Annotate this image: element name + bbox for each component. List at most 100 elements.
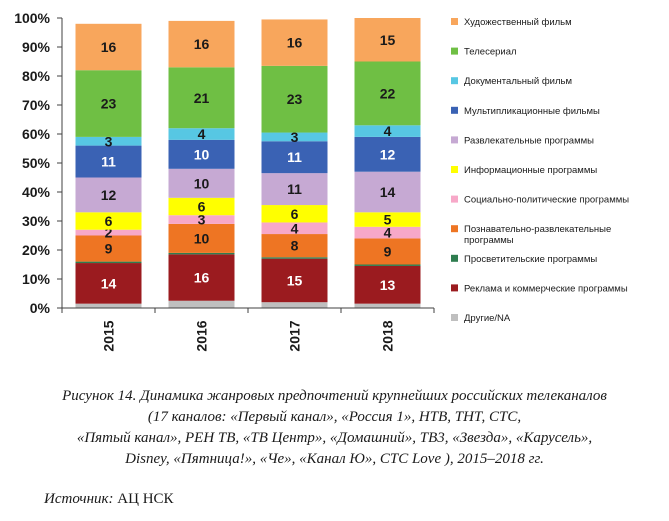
legend-swatch bbox=[451, 77, 458, 85]
data-label: 4 bbox=[198, 126, 206, 142]
bar-segment bbox=[354, 303, 421, 308]
y-tick-label: 20% bbox=[22, 242, 51, 258]
bars: 1492612113231616103610104211615846111132… bbox=[75, 18, 421, 308]
bar-segment bbox=[354, 61, 421, 126]
legend-label: Развлекательные программы bbox=[464, 135, 594, 146]
bar-segment bbox=[261, 234, 328, 258]
y-tick-label: 90% bbox=[22, 39, 51, 55]
data-label: 12 bbox=[101, 187, 117, 203]
caption-line-3: «Пятый канал», РЕН ТВ, «ТВ Центр», «Дома… bbox=[76, 430, 593, 446]
legend-item: Познавательно-развлекательные программы bbox=[451, 224, 611, 246]
bar-segment bbox=[354, 171, 421, 213]
legend-swatch bbox=[451, 106, 458, 114]
data-label: 6 bbox=[198, 199, 206, 215]
source-line: Источник: АЦ НСК bbox=[44, 491, 174, 508]
bar-segment bbox=[168, 223, 235, 253]
data-label: 10 bbox=[194, 175, 210, 191]
data-label: 6 bbox=[105, 213, 113, 229]
data-label: 11 bbox=[287, 181, 302, 197]
legend-swatch bbox=[451, 225, 458, 233]
data-label: 12 bbox=[380, 146, 396, 162]
data-label: 16 bbox=[194, 270, 210, 286]
x-tick-label: 2015 bbox=[101, 320, 117, 351]
bar-segment bbox=[354, 238, 421, 265]
legend-label: Социально-политические программы bbox=[464, 195, 629, 206]
bar-segment bbox=[261, 257, 328, 259]
source-label: Источник: bbox=[44, 491, 114, 507]
bar-segment bbox=[261, 141, 328, 174]
legend-item: Документальный фильм bbox=[451, 76, 572, 87]
bar-segment bbox=[261, 173, 328, 206]
data-label: 4 bbox=[384, 123, 392, 139]
legend-item: Социально-политические программы bbox=[451, 195, 629, 206]
data-label: 3 bbox=[105, 133, 113, 149]
bar-segment bbox=[168, 128, 235, 140]
data-label: 14 bbox=[101, 275, 117, 291]
legend-swatch bbox=[451, 195, 458, 203]
data-label: 3 bbox=[198, 212, 206, 228]
legend-item: Просветительские программы bbox=[451, 254, 597, 265]
bar-segment bbox=[261, 302, 328, 308]
legend: Художественный фильм Телесериал Документал… bbox=[451, 17, 629, 324]
bar-segment bbox=[168, 252, 235, 255]
bar-stack-2017: 15 8 46 11 11 3 23 16 bbox=[261, 19, 328, 308]
data-label: 16 bbox=[101, 39, 117, 55]
legend-item: Реклама и коммерческие программы bbox=[451, 283, 628, 294]
bar-segment bbox=[261, 205, 328, 223]
caption-line-2: (17 каналов: «Первый канал», «Россия 1»,… bbox=[147, 409, 522, 425]
bar-segment bbox=[75, 229, 142, 236]
bar-segment bbox=[261, 222, 328, 235]
bar-segment bbox=[168, 254, 235, 301]
y-axis: 0% 10% 20% 30% 40% 50% 60% 70% 80% 90% 100% bbox=[14, 10, 63, 316]
bar-segment bbox=[261, 132, 328, 142]
bar-segment bbox=[168, 215, 235, 224]
data-label: 3 bbox=[291, 129, 299, 145]
data-label: 15 bbox=[287, 272, 303, 288]
legend-item: Телесериал bbox=[451, 47, 517, 58]
data-label: 23 bbox=[287, 91, 303, 107]
data-label: 4 bbox=[384, 225, 392, 241]
data-label: 9 bbox=[384, 243, 392, 259]
legend-item: Другие/NA bbox=[451, 313, 511, 324]
bar-segment bbox=[75, 136, 142, 146]
bar-stack-2015: 14 926 12 11 3 23 16 bbox=[75, 23, 142, 308]
y-tick-label: 80% bbox=[22, 68, 51, 84]
legend-swatch bbox=[451, 136, 458, 144]
legend-label: Реклама и коммерческие программы bbox=[464, 283, 628, 294]
data-label: 9 bbox=[105, 241, 113, 257]
data-label: 14 bbox=[380, 184, 396, 200]
legend-item: Развлекательные программы bbox=[451, 135, 594, 146]
data-label: 11 bbox=[287, 149, 302, 165]
bar-segment bbox=[354, 125, 421, 137]
data-label: 11 bbox=[101, 154, 116, 170]
legend-label: Другие/NA bbox=[464, 313, 511, 324]
x-tick-label: 2018 bbox=[380, 320, 396, 351]
stacked-bar-chart: 0%10%20%30%40%50%60%70%80%90%100% 149261… bbox=[14, 10, 629, 352]
bar-segment bbox=[75, 235, 142, 262]
bar-segment bbox=[354, 18, 421, 62]
caption-line-1: Рисунок 14. Динамика жанровых предпочтен… bbox=[62, 388, 607, 404]
data-label: 6 bbox=[291, 206, 299, 222]
data-label: 16 bbox=[287, 35, 303, 51]
bar-segment bbox=[168, 168, 235, 198]
bar-segment bbox=[75, 70, 142, 137]
bar-segment bbox=[168, 67, 235, 129]
bar-segment bbox=[354, 265, 421, 304]
data-label: 4 bbox=[291, 220, 299, 236]
data-label: 16 bbox=[194, 36, 210, 52]
legend-swatch bbox=[451, 254, 458, 262]
bar-segment bbox=[168, 139, 235, 169]
source-value: АЦ НСК bbox=[117, 491, 174, 507]
data-label: 2 bbox=[105, 225, 113, 241]
legend-label: Художественный фильм bbox=[464, 17, 572, 28]
data-label: 21 bbox=[194, 90, 210, 106]
y-tick-label: 70% bbox=[22, 97, 51, 113]
legend-label: Познавательно-развлекательные программы bbox=[464, 224, 611, 246]
legend-label: Информационные программы bbox=[464, 165, 597, 176]
x-tick-label: 2017 bbox=[287, 320, 303, 351]
legend-item: Мультипликационные фильмы bbox=[451, 106, 600, 117]
legend-item: Художественный фильм bbox=[451, 17, 572, 28]
figure-caption: Рисунок 14. Динамика жанровых предпочтен… bbox=[0, 386, 669, 470]
x-tick-label: 2016 bbox=[194, 320, 210, 351]
